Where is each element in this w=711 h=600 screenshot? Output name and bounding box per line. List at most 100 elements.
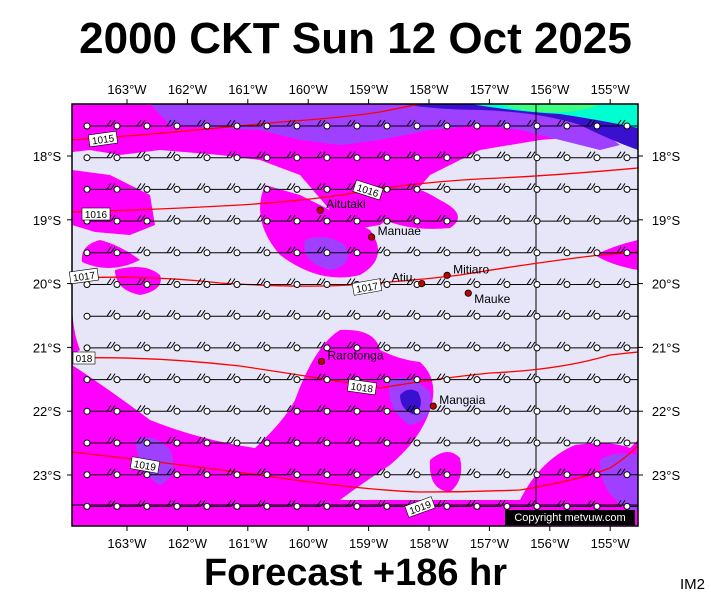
wind-barb [293,309,326,320]
wind-barb [173,151,206,162]
wind-barb [263,436,296,447]
wind-barb [443,309,476,320]
wind-barb [383,278,416,288]
wind-barb [473,214,506,225]
wind-barb [473,246,506,257]
wind-barb [83,151,116,162]
wind-barb [593,214,626,225]
wind-barb [533,500,566,510]
wind-barb [503,309,536,320]
lat-label-left: 22°S [33,404,62,419]
wind-barb [113,278,146,288]
wind-barb [173,119,206,130]
place-label: Aitutaki [326,197,365,211]
wind-barb [473,373,506,384]
wind-barb [323,151,356,162]
wind-barb [203,341,236,352]
lon-label-bottom: 160°W [289,536,329,551]
wind-barb [443,214,476,225]
wind-barb [143,500,176,510]
copyright-text: Copyright metvuw.com [514,512,625,524]
wind-barb [563,246,596,257]
lon-label-top: 163°W [107,82,147,97]
wind-barb [533,119,566,130]
wind-barb [383,151,416,162]
wind-barb [533,214,566,225]
isobar-label: 1018 [346,378,378,396]
wind-barb [173,436,206,447]
lon-label-bottom: 162°W [168,536,208,551]
wind-barb [203,468,236,479]
wind-barb [323,183,356,193]
wind-barb [203,278,236,288]
wind-barb [503,151,536,162]
wind-barb [83,373,116,384]
wind-barb [383,373,416,384]
wind-barb [143,373,176,384]
lat-label-left: 23°S [33,468,62,483]
wind-barb [533,151,566,162]
wind-barb [353,214,386,225]
wind-barb [623,471,638,479]
wind-barb [593,183,626,193]
wind-barb [563,468,596,479]
lat-label-left: 20°S [33,277,62,292]
wind-barb [173,500,206,510]
wind-barb [353,436,386,447]
lat-label-right: 23°S [652,468,681,483]
wind-barb [233,183,266,193]
wind-barb [623,502,638,510]
wind-barb [443,119,476,130]
wind-barb [623,281,638,288]
wind-barb [593,119,626,130]
wind-barb [173,373,206,384]
place-label: Mitiaro [453,262,489,276]
map-area [72,104,638,526]
wind-barb [203,436,236,447]
wind-barb [203,151,236,162]
wind-barb [353,341,386,352]
lon-label-top: 162°W [168,82,208,97]
wind-barb [503,214,536,225]
wind-barb [83,119,116,130]
place-label: Mauke [474,292,510,306]
wind-barb [503,405,536,415]
wind-barb [533,373,566,384]
wind-barb [383,405,416,415]
wind-barb [383,468,416,479]
wind-barb [143,119,176,130]
place-mitiaro: Mitiaro [443,262,489,279]
wind-barb [323,341,356,352]
wind-barb [563,373,596,384]
wind-barb [533,341,566,352]
wind-barb [263,405,296,415]
wind-barb [413,436,446,447]
wind-barb [473,436,506,447]
wind-barb [173,183,206,193]
wind-barb [623,217,638,225]
wind-barb [143,436,176,447]
lon-label-top: 156°W [530,82,570,97]
wind-barb [143,341,176,352]
wind-barb [293,405,326,415]
wind-barb [593,246,626,257]
wind-barb [233,246,266,257]
wind-barb [113,309,146,320]
wind-barb [623,249,638,257]
wind-barb [533,468,566,479]
wind-barb [443,341,476,352]
lat-label-left: 21°S [33,340,62,355]
wind-barb [113,405,146,415]
wind-barb [473,151,506,162]
wind-barb [233,278,266,288]
wind-barb [473,309,506,320]
wind-barb [263,373,296,384]
wind-barb [293,246,326,257]
isobar-label: 1017 [68,267,100,284]
wind-barb [443,278,476,288]
wind-barb [563,183,596,193]
wind-barb [113,214,146,225]
wind-barb [263,214,296,225]
wind-barb [173,341,206,352]
wind-barb [293,341,326,352]
